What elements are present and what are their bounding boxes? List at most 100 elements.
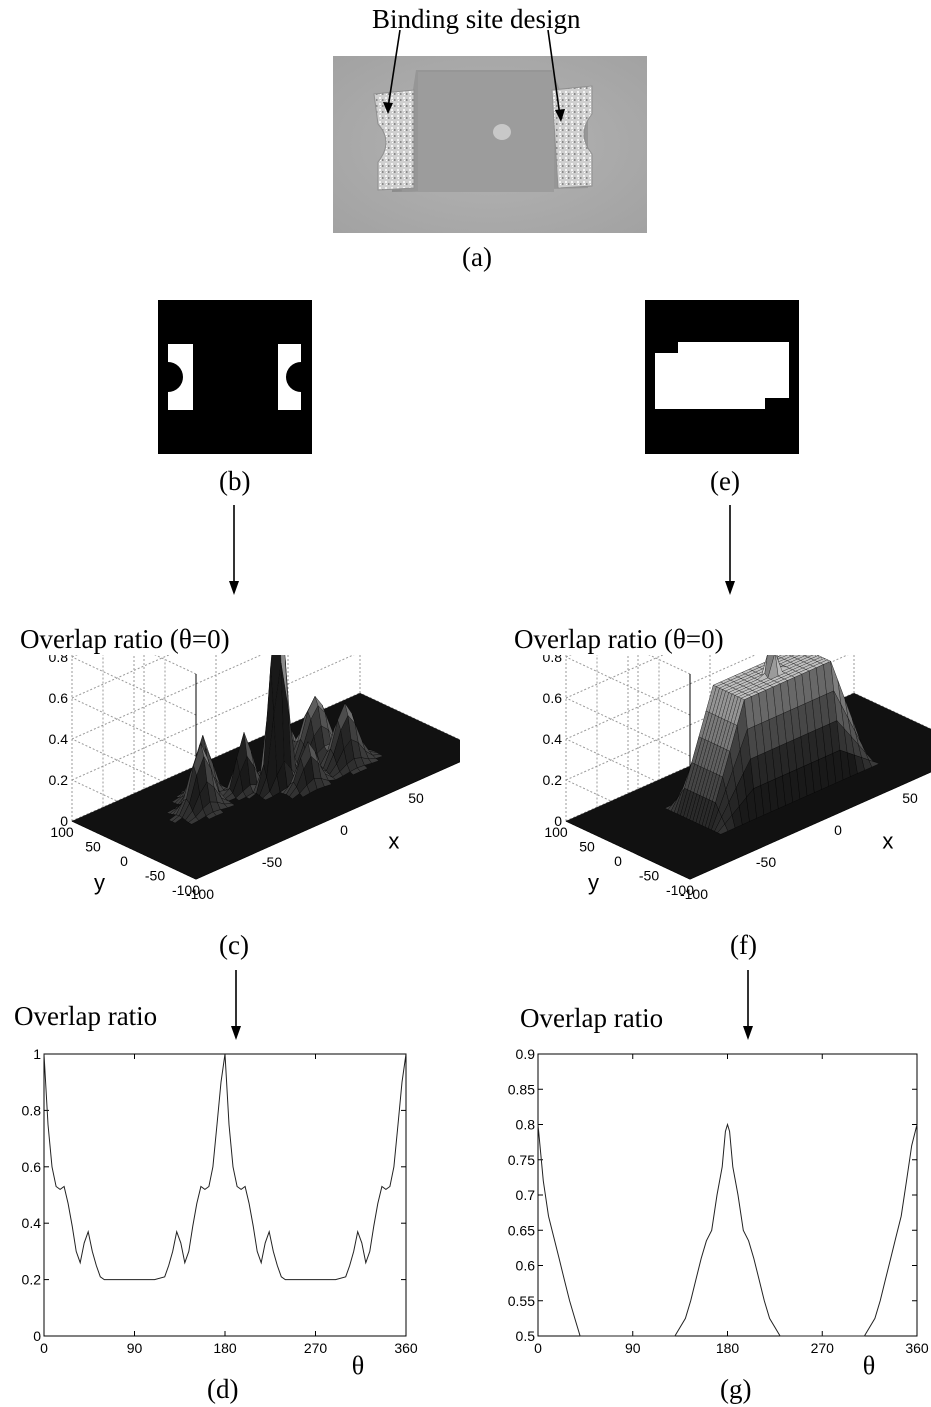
surf-f-ytick-label: -50 [639,868,659,884]
line-title-g: Overlap ratio [520,1003,664,1033]
photo-label: Binding site design [372,4,581,34]
surf-c-surface-patch [368,758,380,764]
surf-f-surface [566,655,931,879]
surf-f-grid-line [565,655,757,740]
surf-f-xtick-label: -50 [756,854,776,870]
chart-d-plot-frame [43,1053,407,1337]
surf-c-xtick-label: 0 [340,822,348,838]
caption-g: (g) [720,1374,752,1404]
surf-c-surface-patch [212,809,224,816]
surf-c-surface-patch [357,765,368,772]
chart-g-ytick-label: 0.65 [508,1222,535,1238]
surface-plot-c: 00.20.40.60.81-100-50050100100500-50-100… [49,655,460,902]
chart-g-ytick-label: 0.55 [508,1293,535,1309]
chart-g-xtick-label: 270 [811,1340,835,1356]
surf-c-ztick-label: 0.2 [49,772,69,788]
surf-f-ytick-label: 50 [579,839,595,855]
line-chart-g: 0.5 0.55 0.6 0.65 0.7 0.75 0.8 0.85 0.9 0 90 180 270… [508,1046,929,1380]
chart-g-xtick-label: 180 [716,1340,740,1356]
surf-f-ztick-label: 0 [554,813,562,829]
surf-c-ztick-label: 0 [60,813,68,829]
chart-g-ytick-label: 0.6 [516,1258,536,1274]
chart-d-xtick-label: 0 [40,1340,48,1356]
chart-g-xlabel: θ [863,1351,875,1380]
surf-c-grid-line [71,738,197,798]
surf-f-grid-line [565,738,691,798]
surface-title-c: Overlap ratio (θ=0) [20,624,230,654]
surf-c-surface [72,655,460,879]
surf-c-grid-line [71,656,197,716]
chart-g-xtick-label: 90 [625,1340,641,1356]
surf-f-ytick-label: 0 [614,853,622,869]
component-photo [333,30,647,233]
arrow-f-to-g [743,970,753,1040]
chart-d-ytick-label: 0 [33,1328,41,1344]
surf-f-surface-patch [788,655,795,657]
binary-image-e [645,300,799,454]
surf-c-ztick-label: 0.4 [49,731,69,747]
surf-c-ytick-label: 50 [85,839,101,855]
surf-c-ztick-label: 0.8 [49,655,69,665]
surf-f-xtick-label: 0 [834,822,842,838]
chart-g-ytick-label: 0.7 [516,1187,536,1203]
arrow-e-to-f [725,505,735,595]
surf-f-xtick-label: -100 [680,886,708,902]
chart-d-xtick-label: 270 [304,1340,328,1356]
surf-c-xtick-label: -100 [186,886,214,902]
surf-f-grid-line [565,656,691,716]
caption-c: (c) [219,930,249,960]
chart-g-ytick-label: 0.5 [516,1328,536,1344]
surf-c-xtick-label: 50 [408,790,424,806]
caption-a: (a) [462,242,492,272]
chart-d-ytick-label: 0.4 [22,1215,42,1231]
binary-image-b [158,300,312,454]
chart-d-xtick-label: 180 [213,1340,237,1356]
caption-e: (e) [710,466,740,496]
chart-d-ytick-label: 0.6 [22,1159,42,1175]
chart-d-xlabel: θ [352,1351,364,1380]
surf-c-grid-line [71,655,263,740]
surf-f-ztick-label: 0.6 [543,690,563,706]
chart-g-ytick-label: 0.85 [508,1081,535,1097]
caption-f: (f) [730,930,757,960]
surf-c-surface-patch [321,778,332,787]
caption-d: (d) [207,1374,239,1404]
surf-f-xlabel: x [882,829,893,854]
chart-g-xtick-label: 360 [905,1340,929,1356]
surf-f-ztick-label: 0.8 [543,655,563,665]
surface-title-f: Overlap ratio (θ=0) [514,624,724,654]
surf-f-ztick-label: 0.4 [543,731,563,747]
chart-g-series-line [537,1122,918,1337]
surface-plot-f: 00.20.40.60.81-100-50050100100500-50-100… [543,655,931,902]
surf-f-ylabel: y [588,870,599,895]
chart-d-xtick-label: 360 [394,1340,418,1356]
surf-c-ytick-label: -100 [172,882,200,898]
caption-b: (b) [219,466,251,496]
chart-g-ytick-label: 0.75 [508,1152,535,1168]
line-title-d: Overlap ratio [14,1001,158,1031]
surf-f-surface-patch [761,655,768,676]
surf-c-ytick-label: -50 [145,868,165,884]
line-chart-d: 0 0.2 0.4 0.6 0.8 1 0 90 180 270 360 θ [22,1046,418,1380]
chart-d-ytick-label: 0.2 [22,1272,42,1288]
chart-d-series-line [43,1053,407,1281]
surf-f-grid-line [565,697,691,757]
surf-f-grid-line [565,655,664,699]
surf-c-grid-line [71,697,197,757]
surf-c-ylabel: y [94,870,105,895]
chart-g-xtick-label: 0 [534,1340,542,1356]
arrow-b-to-c [229,505,239,595]
surf-c-ztick-label: 0.6 [49,690,69,706]
chart-d-xtick-label: 90 [127,1340,143,1356]
surf-c-grid-line [71,655,170,699]
chart-g-ytick-label: 0.8 [516,1117,536,1133]
arrow-c-to-d [231,970,241,1040]
surf-f-ytick-label: 100 [544,824,568,840]
surf-c-ytick-label: 100 [50,824,74,840]
surf-c-xlabel: x [388,829,399,854]
surf-f-surface-patch [802,655,808,656]
surf-f-surface-patch [868,759,880,768]
chart-g-plot-frame [537,1053,918,1337]
chart-d-ytick-label: 1 [33,1046,41,1062]
chart-g-ytick-label: 0.9 [516,1046,536,1062]
